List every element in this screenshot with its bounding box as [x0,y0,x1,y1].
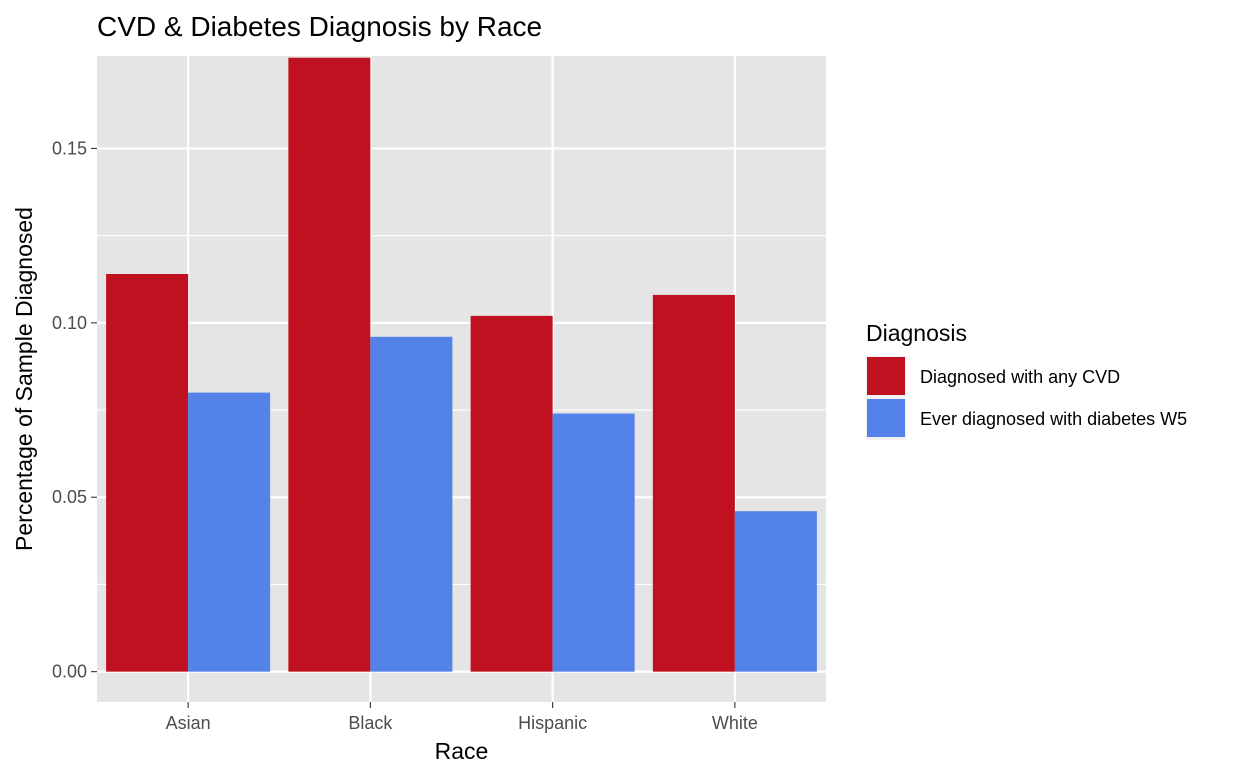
x-tick-label: White [712,713,758,733]
bar-asian-series-1 [106,274,189,672]
x-axis: Asian Black Hispanic White [166,702,758,733]
bar-black-series-2 [370,336,453,672]
bar-hispanic-series-2 [552,413,635,672]
legend-label: Ever diagnosed with diabetes W5 [920,409,1187,429]
y-tick-label: 0.00 [52,662,87,682]
y-tick-label: 0.05 [52,487,87,507]
y-tick-label: 0.15 [52,138,87,158]
bar-hispanic-series-1 [470,315,553,672]
legend-items: Diagnosed with any CVD Ever diagnosed wit… [866,356,1187,440]
bar-black-series-1 [288,57,371,672]
x-axis-title: Race [435,738,489,764]
chart-title: CVD & Diabetes Diagnosis by Race [97,11,542,42]
legend-swatch [867,399,905,437]
legend: Diagnosis Diagnosed with any CVD Ever dia… [866,320,1187,440]
bar-white-series-1 [652,294,735,672]
bar-white-series-2 [734,511,817,672]
legend-swatch [867,357,905,395]
bar-asian-series-2 [188,392,271,672]
y-tick-label: 0.10 [52,313,87,333]
x-tick-label: Hispanic [518,713,587,733]
legend-label: Diagnosed with any CVD [920,367,1120,387]
y-axis: 0.00 0.05 0.10 0.15 [52,138,97,682]
x-tick-label: Asian [166,713,211,733]
legend-title: Diagnosis [866,320,967,346]
x-tick-label: Black [348,713,393,733]
y-axis-title: Percentage of Sample Diagnosed [11,207,37,551]
bars [106,57,817,672]
